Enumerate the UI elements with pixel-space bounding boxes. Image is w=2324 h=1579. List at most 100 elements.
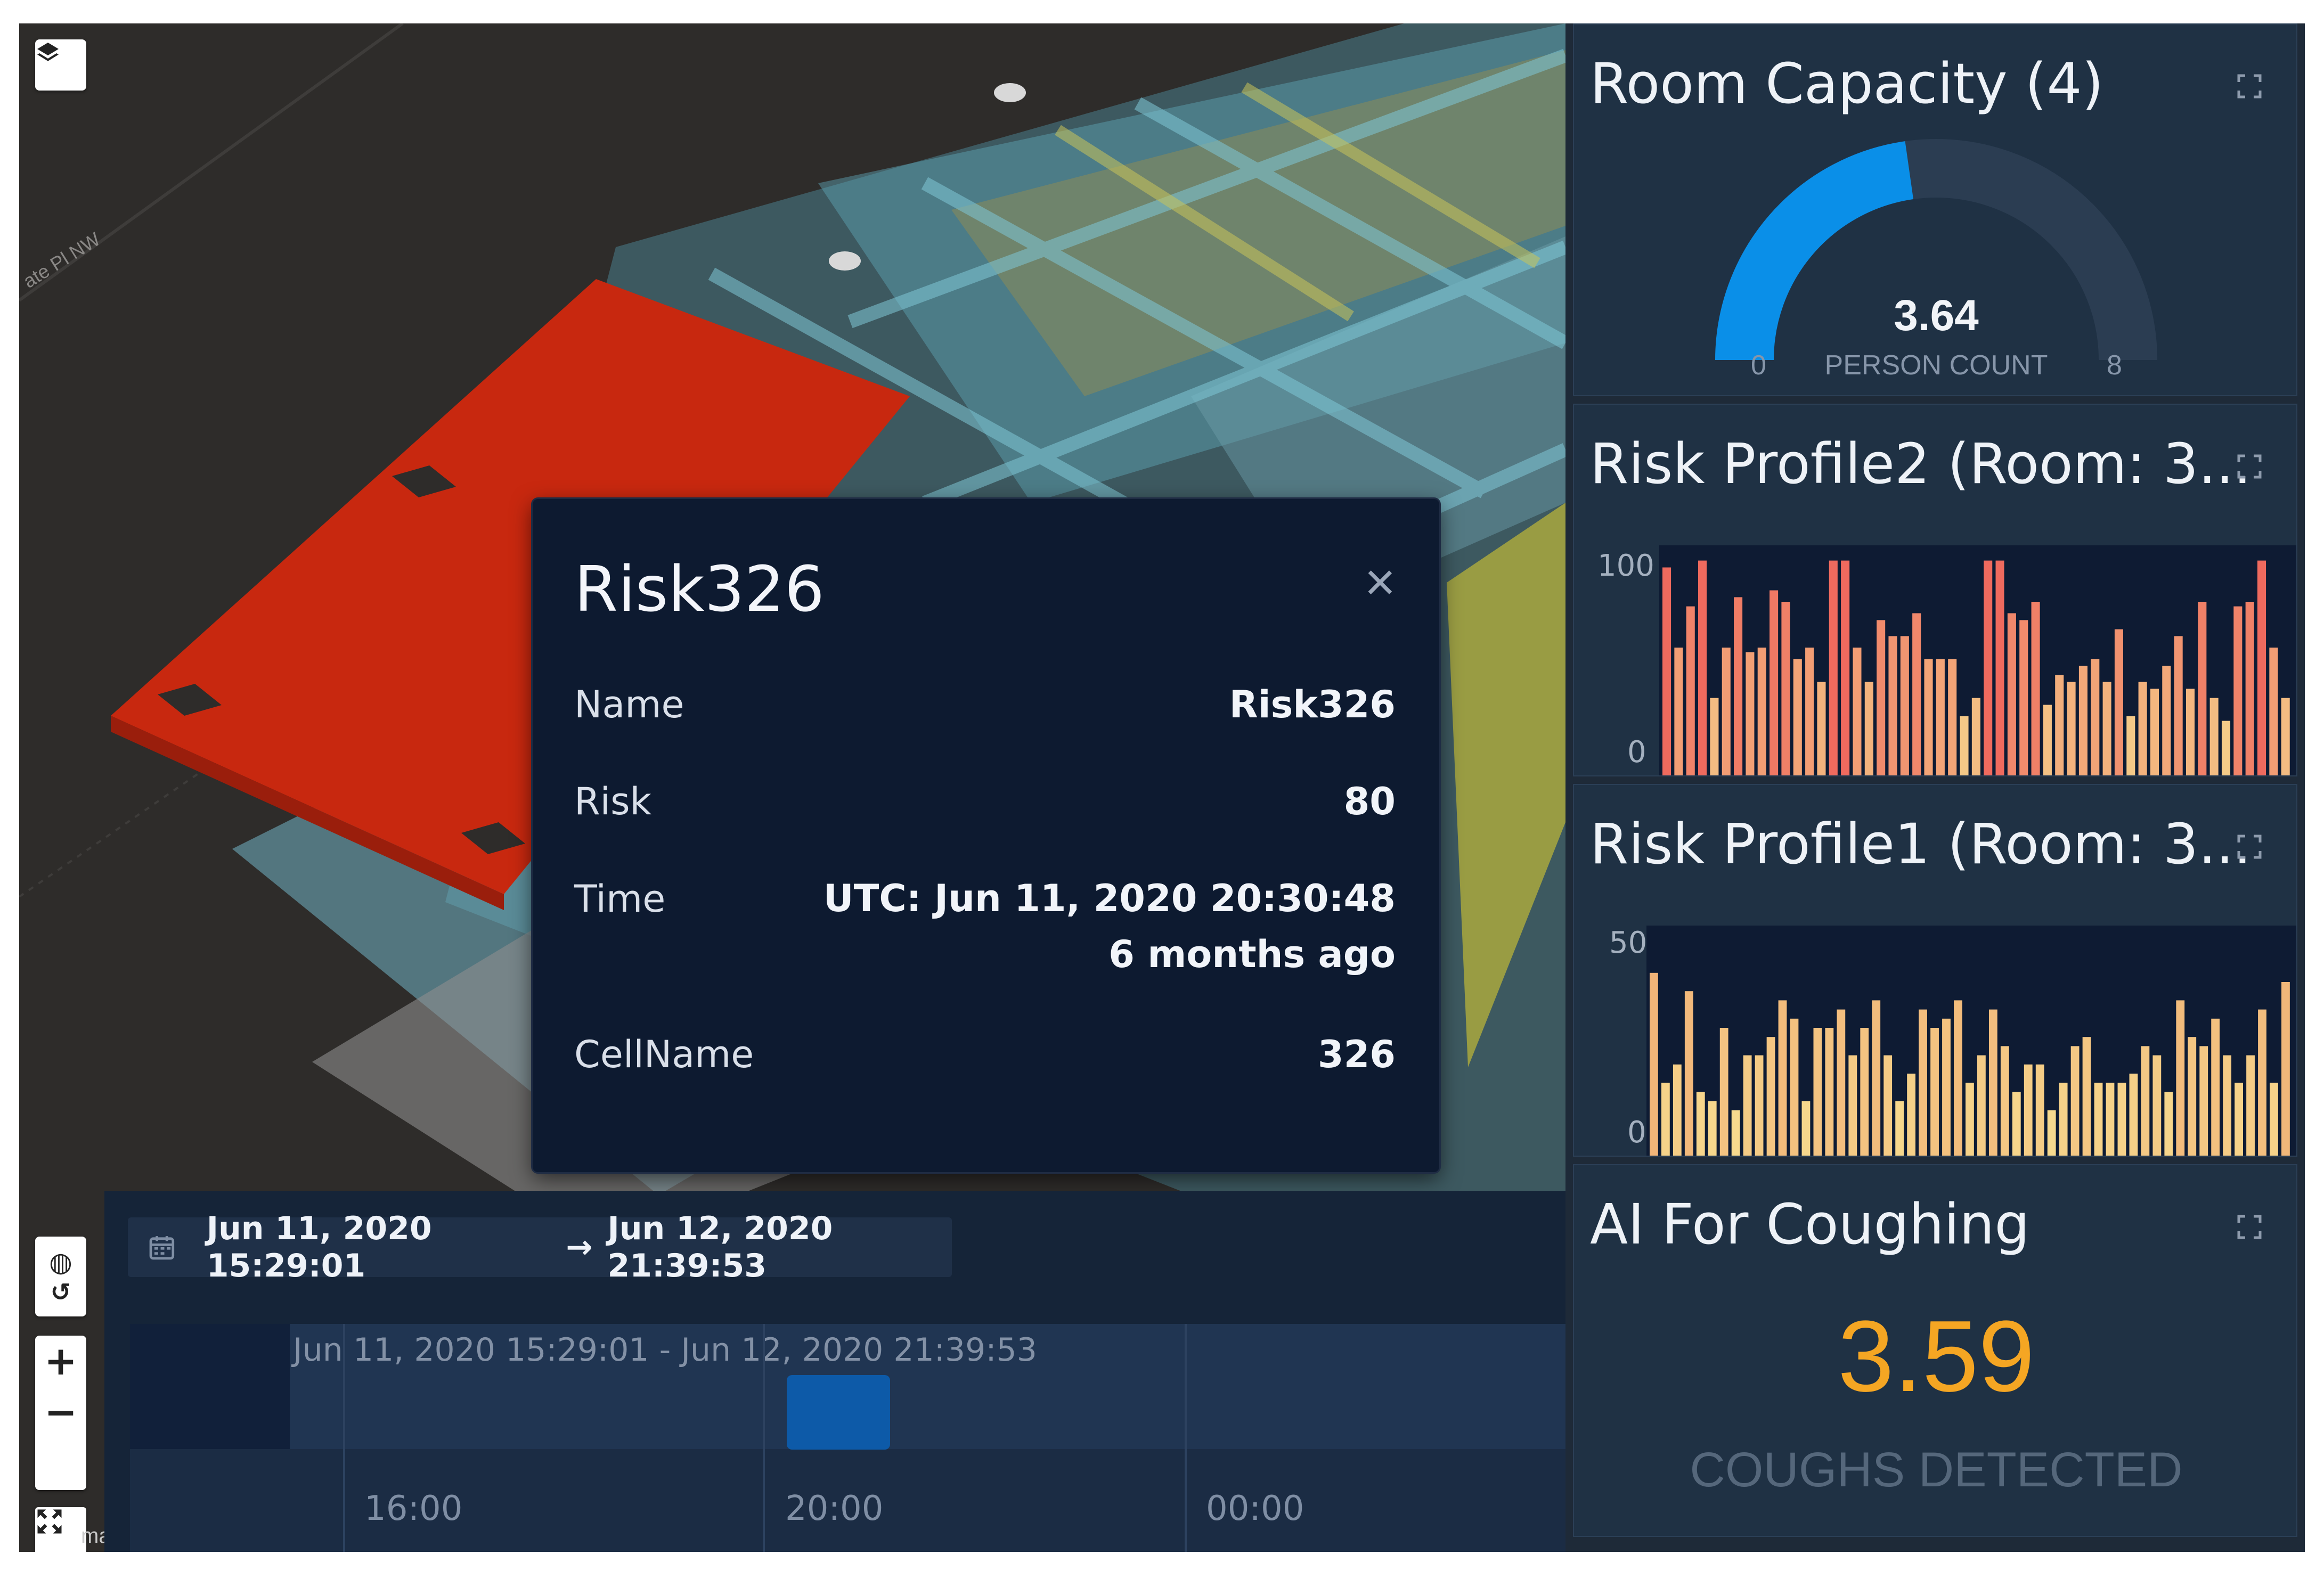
chart-bar: [1673, 1064, 1682, 1156]
chart-bar: [2198, 602, 2207, 775]
card-title: Risk Profile2 (Room: 3...: [1590, 431, 2252, 496]
chart-bar: [2221, 721, 2231, 775]
app-window: ate Pl NW ◍ ↺ + − ma Risk326 ×: [19, 23, 2305, 1552]
popup-row-cellname: CellName 326: [574, 1033, 1396, 1076]
fullscreen-button[interactable]: [35, 1507, 86, 1552]
chart-bar: [1919, 1009, 1927, 1156]
risk-profile2-chart: [1659, 545, 2296, 775]
globe-icon[interactable]: ◍: [49, 1247, 72, 1278]
chart-bar: [1924, 659, 1933, 775]
layers-icon: [37, 43, 59, 61]
chart-bar: [1864, 682, 1873, 775]
chart-bar: [1734, 597, 1743, 775]
chart-bar: [2233, 606, 2243, 775]
chart-bar: [2012, 1092, 2021, 1156]
chart-bar: [1888, 636, 1897, 775]
chart-bar: [1731, 1110, 1740, 1156]
chart-bar: [1912, 613, 1921, 775]
gauge-value: 3.64: [1894, 291, 1979, 340]
arrow-right-icon: →: [566, 1229, 593, 1266]
chart-bar: [1817, 682, 1826, 775]
chart-bar: [1825, 1028, 1834, 1156]
chart-bar: [1793, 659, 1802, 775]
chart-bar: [2281, 698, 2290, 775]
time-relative: 6 months ago: [1108, 932, 1396, 976]
chart-bar: [1907, 1074, 1916, 1156]
history-icon[interactable]: ↺: [50, 1278, 71, 1306]
chart-bar: [2152, 1055, 2162, 1156]
chart-bar: [2245, 602, 2254, 775]
chart-bar: [2126, 716, 2135, 775]
time-utc: UTC: Jun 11, 2020 20:30:48: [823, 877, 1396, 920]
chart-bar: [1781, 602, 1790, 775]
tick-label: 20:00: [785, 1489, 884, 1528]
chart-bar: [1805, 648, 1814, 775]
zoom-in-button[interactable]: +: [44, 1338, 77, 1384]
chart-bar: [1936, 659, 1945, 775]
card-title: AI For Coughing: [1590, 1192, 2030, 1257]
chart-bar: [2141, 1046, 2150, 1156]
chart-bar: [1900, 636, 1909, 775]
tick-line: [1185, 1324, 1187, 1552]
chart-bar: [2007, 613, 2016, 775]
capacity-gauge: [1715, 139, 2157, 361]
range-end: Jun 12, 2020 21:39:53: [607, 1210, 833, 1285]
chart-bar: [2223, 1055, 2232, 1156]
chart-bar: [1841, 560, 1850, 775]
chart-bar: [2094, 1083, 2103, 1156]
chart-bar: [2035, 1064, 2044, 1156]
chart-bar: [1995, 560, 2004, 775]
popup-row-risk: Risk 80: [574, 780, 1396, 823]
chart-bar: [2129, 1074, 2138, 1156]
coughing-card: AI For Coughing 3.59 COUGHS DETECTED: [1573, 1164, 2297, 1537]
cough-label: COUGHS DETECTED: [1690, 1443, 2183, 1497]
chart-bar: [1960, 716, 1969, 775]
chart-bar: [2235, 1083, 2243, 1156]
dashboard-panel: Room Capacity (4) 3.64 PERSON COUNT 0 8 …: [1565, 23, 2305, 1552]
time-range-selector[interactable]: Jun 11, 2020 15:29:01 → Jun 12, 2020 21:…: [128, 1210, 952, 1285]
y-axis-max: 100: [1597, 549, 1654, 583]
chart-bar: [1778, 1000, 1787, 1156]
chart-bar: [1708, 1101, 1717, 1156]
chart-bar: [1684, 991, 1693, 1156]
popup-key: Name: [574, 683, 684, 726]
gauge-unit: PERSON COUNT: [1824, 350, 2048, 381]
expand-icon[interactable]: [2237, 73, 2262, 99]
timeline-selected-range: [290, 1324, 1565, 1449]
popup-row-time: Time UTC: Jun 11, 2020 20:30:48 6 months…: [574, 877, 1396, 983]
close-icon[interactable]: ×: [1364, 552, 1396, 612]
card-title: Room Capacity (4): [1590, 51, 2104, 116]
chart-bar: [1948, 659, 1957, 775]
tick-label: 00:00: [1206, 1489, 1304, 1528]
zoom-out-button[interactable]: −: [44, 1389, 77, 1435]
popup-value: 80: [1343, 780, 1396, 823]
popup-title: Risk326: [574, 552, 825, 626]
chart-bar: [2209, 698, 2219, 775]
calendar-icon: [149, 1236, 175, 1260]
view-mode-control[interactable]: ◍ ↺: [35, 1237, 86, 1316]
chart-bar: [2162, 666, 2171, 775]
chart-bar: [2024, 1064, 2033, 1156]
timeline-event-marker[interactable]: [787, 1375, 890, 1450]
chart-bar: [1966, 1083, 1974, 1156]
chart-bar: [2031, 602, 2040, 775]
expand-icon[interactable]: [2237, 1214, 2262, 1240]
chart-bar: [2188, 1037, 2197, 1156]
chart-bar: [1848, 1055, 1857, 1156]
chart-bar: [2150, 689, 2159, 775]
card-title: Risk Profile1 (Room: 3...: [1590, 812, 2252, 877]
chart-bar: [2059, 1083, 2068, 1156]
gauge-min: 0: [1751, 350, 1766, 381]
popup-key: Risk: [574, 780, 652, 823]
layers-button[interactable]: [35, 39, 86, 91]
chart-bar: [2078, 666, 2087, 775]
tick-label: 16:00: [364, 1489, 463, 1528]
expand-icon[interactable]: [2237, 454, 2262, 479]
chart-bar: [2257, 560, 2266, 775]
chart-bar: [2070, 1046, 2080, 1156]
expand-icon[interactable]: [2237, 834, 2262, 860]
timeline-track[interactable]: Jun 11, 2020 15:29:01 - Jun 12, 2020 21:…: [130, 1324, 1565, 1552]
chart-bar: [2019, 620, 2028, 775]
chart-bar: [2199, 1046, 2208, 1156]
chart-bar: [2174, 636, 2183, 775]
